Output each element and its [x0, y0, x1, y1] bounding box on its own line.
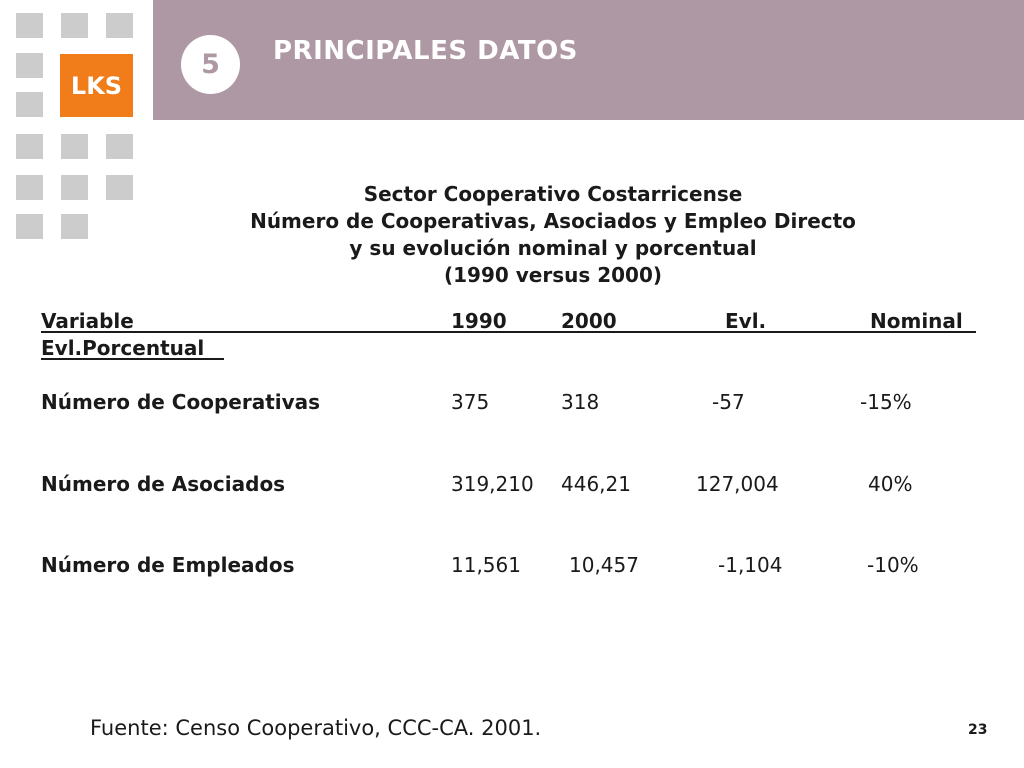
column-header-1990: 1990 [451, 309, 507, 333]
grid-square [61, 175, 88, 200]
table-title-line: y su evolución nominal y porcentual [349, 236, 757, 260]
grid-square [16, 53, 43, 78]
grid-square [61, 13, 88, 38]
lks-logo: LKS [60, 54, 133, 117]
grid-square [61, 214, 88, 239]
grid-square [61, 134, 88, 159]
column-header-evl-porcentual: Evl.Porcentual [41, 336, 205, 360]
grid-square [106, 175, 133, 200]
cell-1990: 11,561 [451, 553, 521, 577]
table-title-line: Número de Cooperativas, Asociados y Empl… [250, 209, 856, 233]
page-number: 23 [968, 722, 988, 738]
table-title: Sector Cooperativo Costarricense Número … [0, 181, 1024, 289]
cell-nominal: -1,104 [718, 553, 783, 577]
header-underline [41, 331, 976, 333]
section-number-badge: 5 [181, 35, 240, 94]
slide-title: PRINCIPALES DATOS [273, 36, 578, 66]
cell-2000: 318 [561, 390, 600, 414]
grid-square [16, 92, 43, 117]
table-title-line: Sector Cooperativo Costarricense [363, 182, 743, 206]
row-label: Número de Empleados [41, 553, 295, 577]
cell-percent: -15% [860, 390, 912, 414]
header-underline [41, 358, 224, 360]
table-title-line: (1990 versus 2000) [443, 263, 663, 287]
grid-square [16, 134, 43, 159]
cell-nominal: -57 [712, 390, 745, 414]
row-label: Número de Cooperativas [41, 390, 321, 414]
row-label: Número de Asociados [41, 472, 286, 496]
source-note: Fuente: Censo Cooperativo, CCC-CA. 2001. [90, 716, 542, 740]
column-header-2000: 2000 [561, 309, 617, 333]
column-header-evl: Evl. [725, 309, 767, 333]
cell-percent: -10% [867, 553, 919, 577]
cell-2000: 10,457 [569, 553, 639, 577]
grid-square [106, 13, 133, 38]
cell-1990: 375 [451, 390, 490, 414]
header-band [153, 0, 1024, 120]
cell-1990: 319,210 [451, 472, 534, 496]
cell-2000: 446,21 [561, 472, 631, 496]
grid-square [106, 134, 133, 159]
column-header-variable: Variable [41, 309, 134, 333]
cell-percent: 40% [868, 472, 913, 496]
grid-square [16, 13, 43, 38]
column-header-nominal: Nominal [870, 309, 963, 333]
grid-square [16, 214, 43, 239]
cell-nominal: 127,004 [696, 472, 779, 496]
grid-square [16, 175, 43, 200]
